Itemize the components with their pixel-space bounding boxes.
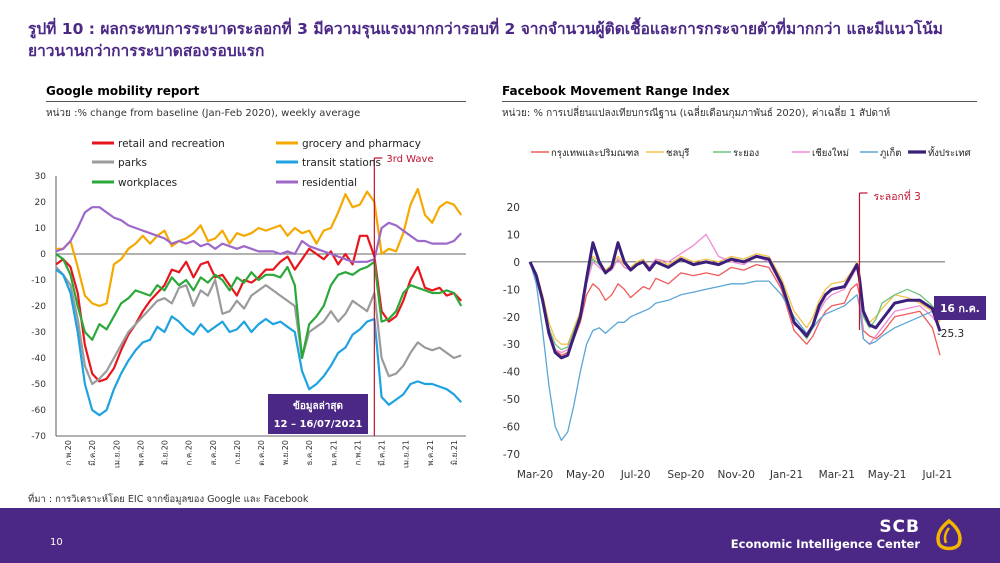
y-tick-label: -50 — [31, 380, 46, 390]
latest-date-box — [934, 296, 986, 320]
series-line — [56, 187, 463, 308]
right-chart-unit: หน่วย: % การเปลี่ยนแปลงเทียบกรณีฐาน (เฉล… — [502, 108, 891, 119]
page-number: 10 — [50, 537, 63, 548]
brand-name: SCB — [879, 517, 920, 537]
x-tick-label: Sep-20 — [667, 469, 704, 481]
legend-label: transit stations — [302, 157, 381, 169]
right-chart: 20 10 0 -10 -20 -30 -40 -50 -60 -70 Mar-20 May-20 Ju… — [503, 146, 986, 481]
x-tick-label: ต.ค.20 — [257, 440, 266, 466]
footer-bar: 10 SCB Economic Intelligence Center — [0, 508, 1000, 563]
x-tick-label: Jul-21 — [922, 469, 953, 481]
series-line — [55, 268, 463, 417]
x-tick-label: ม.ค.21 — [329, 440, 338, 466]
x-tick-label: ก.พ.21 — [353, 440, 362, 465]
left-heading-rule — [46, 101, 466, 102]
x-tick-label: Jul-20 — [620, 469, 651, 481]
y-tick-label: -60 — [503, 422, 520, 434]
x-tick-label: มี.ค.21 — [378, 440, 387, 466]
x-tick-label: May-21 — [868, 469, 907, 481]
series-line — [55, 253, 463, 360]
legend-label: parks — [118, 157, 147, 169]
x-tick-label: ก.ย.20 — [233, 440, 242, 465]
x-tick-label: มิ.ย.21 — [450, 440, 459, 465]
y-tick-label: -20 — [31, 302, 46, 312]
legend-label: ภูเก็ต — [880, 146, 901, 159]
legend-label: ทั้งประเทศ — [928, 146, 971, 159]
brand-block: SCB Economic Intelligence Center — [731, 517, 920, 551]
wave-annotation: 3rd Wave — [386, 154, 433, 165]
x-tick-label: พ.ค.21 — [426, 440, 435, 466]
series-line — [55, 206, 463, 263]
latest-date-label: 16 ก.ค. — [940, 303, 980, 315]
x-tick-label: ก.ค.20 — [185, 440, 194, 465]
y-tick-label: -30 — [503, 339, 520, 351]
x-tick-label: Mar-21 — [819, 469, 855, 481]
x-tick-label: มิ.ย.20 — [161, 440, 170, 465]
legend-label: ชลบุรี — [666, 147, 689, 159]
source-note: ที่มา : การวิเคราะห์โดย EIC จากข้อมูลของ… — [28, 494, 309, 505]
x-tick-label: ธ.ค.20 — [305, 440, 314, 466]
y-tick-label: -10 — [31, 276, 46, 286]
legend-label: residential — [302, 177, 357, 189]
series-line — [529, 261, 941, 356]
latest-value-label: -25.3 — [937, 328, 964, 340]
y-tick-label: 0 — [513, 257, 520, 269]
legend-label: ระยอง — [733, 148, 759, 159]
series-line — [55, 234, 463, 383]
y-tick-label: -70 — [31, 432, 46, 442]
x-tick-label: Nov-20 — [718, 469, 755, 481]
y-tick-label: 0 — [40, 250, 46, 260]
x-tick-label: May-20 — [566, 469, 605, 481]
wave-annotation: ระลอกที่ 3 — [873, 189, 920, 203]
legend-label: retail and recreation — [118, 138, 225, 150]
x-tick-label: เม.ย.20 — [112, 440, 121, 468]
legend-label: เชียงใหม่ — [812, 147, 849, 159]
legend-label: กรุงเทพและปริมณฑล — [551, 148, 639, 159]
brand-subtitle: Economic Intelligence Center — [730, 537, 920, 551]
y-tick-label: -70 — [503, 449, 520, 461]
x-tick-label: มี.ค.20 — [88, 440, 97, 466]
series-line — [528, 241, 942, 360]
y-tick-label: -60 — [31, 406, 46, 416]
y-tick-label: 10 — [507, 229, 520, 241]
y-tick-label: -40 — [503, 367, 520, 379]
page-title: รูปที่ 10 : ผลกระทบการระบาดระลอกที่ 3 มี… — [28, 20, 943, 60]
latest-data-box — [268, 394, 368, 434]
series-line — [529, 261, 941, 441]
x-tick-label: ส.ค.20 — [209, 440, 218, 466]
left-chart-heading: Google mobility report — [46, 84, 200, 98]
x-tick-label: พ.ค.20 — [136, 440, 145, 466]
latest-data-label: ข้อมูลล่าสุด — [293, 400, 343, 413]
legend-label: grocery and pharmacy — [302, 138, 421, 150]
y-tick-label: 20 — [507, 202, 520, 214]
right-heading-rule — [502, 101, 977, 102]
x-tick-label: เม.ย.21 — [402, 440, 411, 468]
right-chart-heading: Facebook Movement Range Index — [502, 84, 730, 98]
legend-label: workplaces — [118, 177, 177, 189]
x-tick-label: พ.ย.20 — [281, 440, 290, 465]
y-tick-label: 30 — [35, 172, 47, 182]
left-chart: 30 20 10 0 -10 -20 -30 -40 -50 -60 -70 ก.พ.20 มี.ค.2… — [31, 138, 466, 468]
y-tick-label: 20 — [35, 198, 47, 208]
x-tick-label: Jan-21 — [769, 469, 803, 481]
y-tick-label: 10 — [35, 224, 47, 234]
y-tick-label: -50 — [503, 394, 520, 406]
latest-data-range: 12 – 16/07/2021 — [274, 419, 363, 430]
y-tick-label: -40 — [31, 354, 46, 364]
series-line — [55, 266, 462, 386]
x-tick-label: ก.พ.20 — [64, 440, 73, 465]
charts-canvas: 30 20 10 0 -10 -20 -30 -40 -50 -60 -70 ก.พ.20 มี.ค.2… — [31, 138, 986, 481]
scb-logo-icon — [936, 518, 962, 551]
left-chart-unit: หน่วย :% change from baseline (Jan-Feb 2… — [46, 108, 361, 119]
x-tick-label: Mar-20 — [517, 469, 553, 481]
y-tick-label: -30 — [31, 328, 46, 338]
y-tick-label: -10 — [503, 284, 520, 296]
y-tick-label: -20 — [503, 312, 520, 324]
